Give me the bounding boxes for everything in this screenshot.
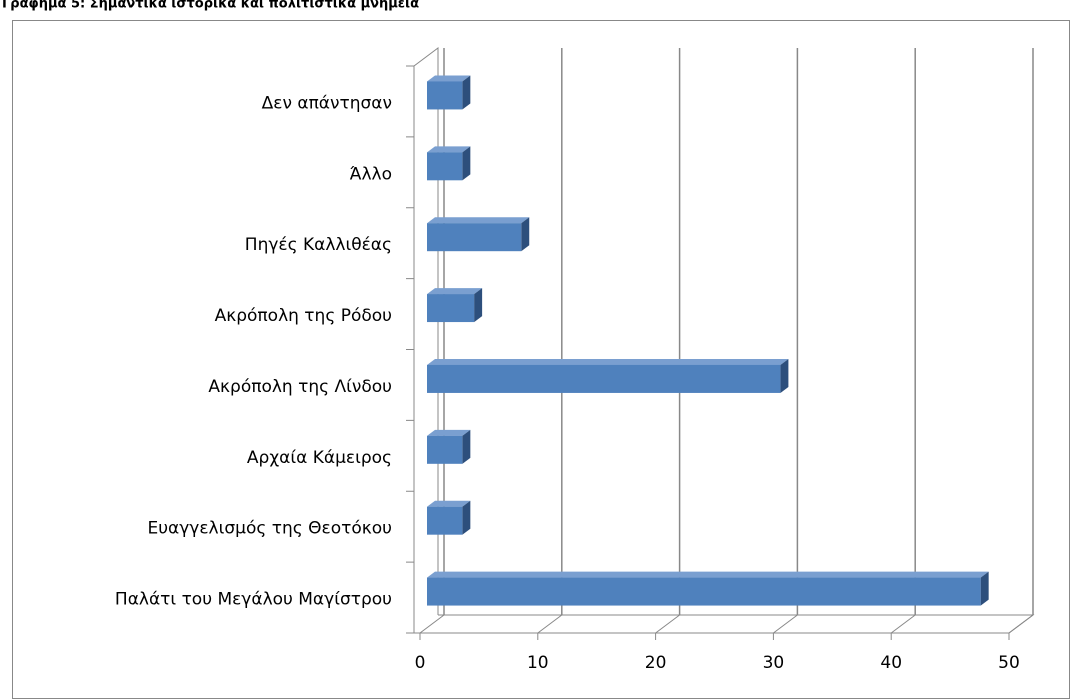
x-tick-label: 20 <box>645 653 667 673</box>
bar-side <box>462 75 471 110</box>
bar-front <box>427 152 463 181</box>
bar-front <box>427 364 781 393</box>
bar <box>427 571 989 606</box>
x-tick-label: 30 <box>763 653 785 673</box>
grid-line <box>1008 614 1034 634</box>
bar <box>427 358 789 393</box>
bar-front <box>427 577 981 606</box>
y-tick-label: Παλάτι του Μεγάλου Μαγίστρου <box>115 590 392 610</box>
bar-side <box>980 571 989 606</box>
y-tick-label: Ευαγγελισμός της Θεοτόκου <box>147 519 392 539</box>
bar-top <box>427 571 989 578</box>
bar-front <box>427 294 475 323</box>
bar-top <box>427 429 471 436</box>
bar-top <box>427 75 471 82</box>
bar <box>427 500 471 535</box>
bar-side <box>474 288 483 323</box>
y-tick-label: Άλλο <box>350 164 392 184</box>
bar-front <box>427 81 463 110</box>
bar <box>427 75 471 110</box>
grid-line <box>537 614 563 634</box>
x-tick-label: 10 <box>527 653 549 673</box>
x-tick-label: 40 <box>880 653 902 673</box>
bar-top <box>427 500 471 507</box>
bar-top <box>427 288 483 295</box>
y-tick-label: Ακρόπολη της Λίνδου <box>208 377 392 397</box>
y-tick-label: Ακρόπολη της Ρόδου <box>215 306 392 326</box>
y-tick-label: Δεν απάντησαν <box>262 93 392 113</box>
y-tick-label: Αρχαία Κάμειρος <box>247 448 392 468</box>
bar-top <box>427 146 471 153</box>
bar-side <box>521 217 530 252</box>
grid-line <box>890 614 916 634</box>
grid-line <box>773 614 798 634</box>
x-tick-label: 0 <box>415 653 426 673</box>
x-tick-label: 50 <box>998 653 1020 673</box>
bar-front <box>427 223 522 252</box>
bar-front <box>427 435 463 464</box>
grid-line <box>655 614 680 634</box>
bar-side <box>462 146 471 181</box>
grid-line <box>419 614 445 634</box>
bar-front <box>427 506 463 535</box>
bar <box>427 146 471 181</box>
y-tick-label: Πηγές Καλλιθέας <box>245 235 392 255</box>
bar <box>427 429 471 464</box>
bar-top <box>427 217 530 224</box>
bar-top <box>427 358 789 365</box>
bar-side <box>780 358 789 393</box>
bar-side <box>462 500 471 535</box>
bar <box>427 288 483 323</box>
chart-title: Γράφημα 5: Σημαντικά ιστορικά και πολιτι… <box>2 0 419 12</box>
bar-side <box>462 429 471 464</box>
bar <box>427 217 530 252</box>
